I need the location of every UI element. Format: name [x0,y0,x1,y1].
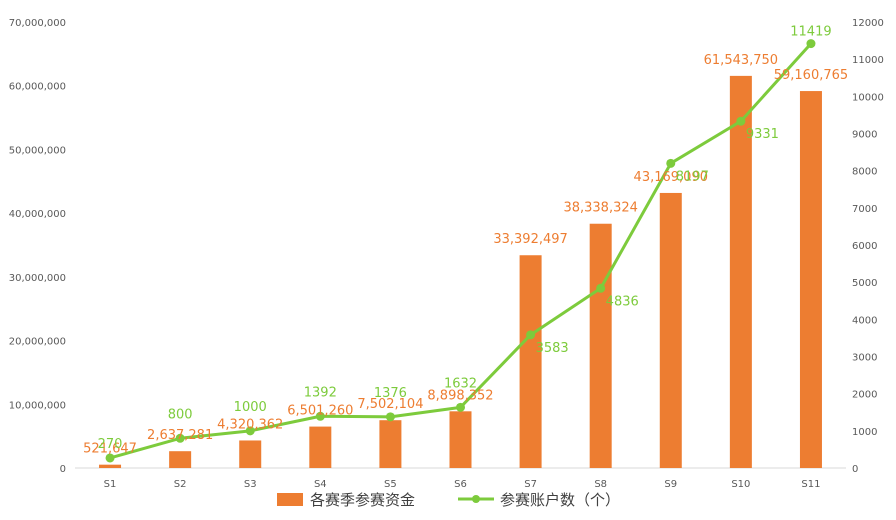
right-tick-label: 4000 [852,315,877,326]
line-data-label: 270 [98,437,123,452]
right-tick-label: 3000 [852,353,877,364]
line-point [806,39,816,49]
x-tick-label: S8 [594,479,607,490]
line-data-label: 9331 [746,127,779,142]
bar [99,464,122,468]
right-tick-label: 0 [852,464,858,475]
left-tick-label: 40,000,000 [9,209,66,220]
line-data-labels: 270 800 1000 1392 1376 1632 3583 4836 8197 9331 11… [98,25,832,452]
bar [169,451,192,468]
bar-data-labels: 521,647 2,637,281 4,320,362 6,501,260 7,502,… [83,53,848,457]
x-tick-label: S9 [664,479,677,490]
right-axis: 0 1000 2000 3000 4000 5000 6000 7000 8000 9000 100… [852,18,884,475]
right-tick-label: 1000 [852,427,877,438]
line-point [245,426,255,436]
line-data-label: 1000 [234,400,267,415]
legend: 各赛季参赛资金 参赛账户数（个） [277,491,620,509]
legend-item-bar[interactable]: 各赛季参赛资金 [277,491,415,509]
x-tick-label: S3 [244,479,257,490]
line-data-label: 1632 [444,376,477,391]
line-point [385,412,395,422]
bar-data-label: 61,543,750 [704,53,778,68]
line-point [175,433,185,443]
left-tick-label: 10,000,000 [9,400,66,411]
bar-series [99,75,822,469]
bar [309,426,332,468]
left-tick-label: 20,000,000 [9,337,66,348]
bar-data-label: 7,502,104 [357,397,423,412]
bar [589,223,612,468]
bar [659,192,682,468]
bar [239,440,262,468]
line-point [456,402,465,412]
bar [729,75,752,469]
right-tick-label: 8000 [852,167,877,178]
x-tick-label: S4 [314,479,327,490]
legend-line-label: 参赛账户数（个） [500,491,620,509]
bar [519,255,542,468]
left-tick-label: 30,000,000 [9,273,66,284]
left-tick-label: 0 [60,464,66,475]
x-tick-label: S7 [524,479,537,490]
line-data-label: 8197 [676,169,709,184]
left-tick-label: 70,000,000 [9,18,66,29]
right-tick-label: 7000 [852,204,877,215]
bar [799,91,822,469]
right-tick-label: 9000 [852,130,877,141]
bar-data-label: 521,647 [83,442,137,457]
legend-bar-label: 各赛季参赛资金 [310,491,415,509]
line-data-label: 4836 [606,294,639,309]
x-axis: S1 S2 S3 S4 S5 S6 S7 S8 S9 S10 S11 [104,479,821,490]
line-data-label: 11419 [790,25,831,40]
line-data-label: 800 [168,407,193,422]
left-tick-label: 50,000,000 [9,145,66,156]
bar-data-label: 8,898,352 [427,388,493,403]
bar-data-label: 33,392,497 [493,232,567,247]
x-tick-label: S6 [454,479,467,490]
line-point [526,330,536,340]
bar-data-label: 59,160,765 [774,68,848,83]
line-point [105,453,115,463]
bar [449,411,472,468]
line-data-label: 1376 [374,386,407,401]
x-tick-label: S2 [174,479,187,490]
right-tick-label: 12000 [852,18,884,29]
line-series [105,39,816,463]
line-point [596,283,606,293]
x-tick-label: S1 [104,479,117,490]
right-tick-label: 10000 [852,92,884,103]
bar-data-label: 2,637,281 [147,428,213,443]
bar-data-label: 4,320,362 [217,417,283,432]
legend-item-line[interactable]: 参赛账户数（个） [458,491,620,509]
bar-data-label: 38,338,324 [563,201,637,216]
legend-line-marker [472,495,480,503]
right-tick-label: 5000 [852,278,877,289]
line-point [666,158,676,168]
left-axis: 0 10,000,000 20,000,000 30,000,000 40,000,00… [9,18,66,475]
line-data-label: 3583 [536,341,569,356]
legend-bar-swatch [277,493,303,506]
x-tick-label: S5 [384,479,397,490]
line-point [736,116,746,126]
bar-data-label: 43,169,090 [634,170,708,185]
right-tick-label: 11000 [852,55,884,66]
bar-data-label: 6,501,260 [287,404,353,419]
line-point [315,411,325,421]
x-tick-label: S10 [731,479,750,490]
left-tick-label: 60,000,000 [9,82,66,93]
right-tick-label: 6000 [852,241,877,252]
x-tick-label: S11 [801,479,820,490]
line-data-label: 1392 [304,385,337,400]
bar [379,420,402,468]
right-tick-label: 2000 [852,390,877,401]
